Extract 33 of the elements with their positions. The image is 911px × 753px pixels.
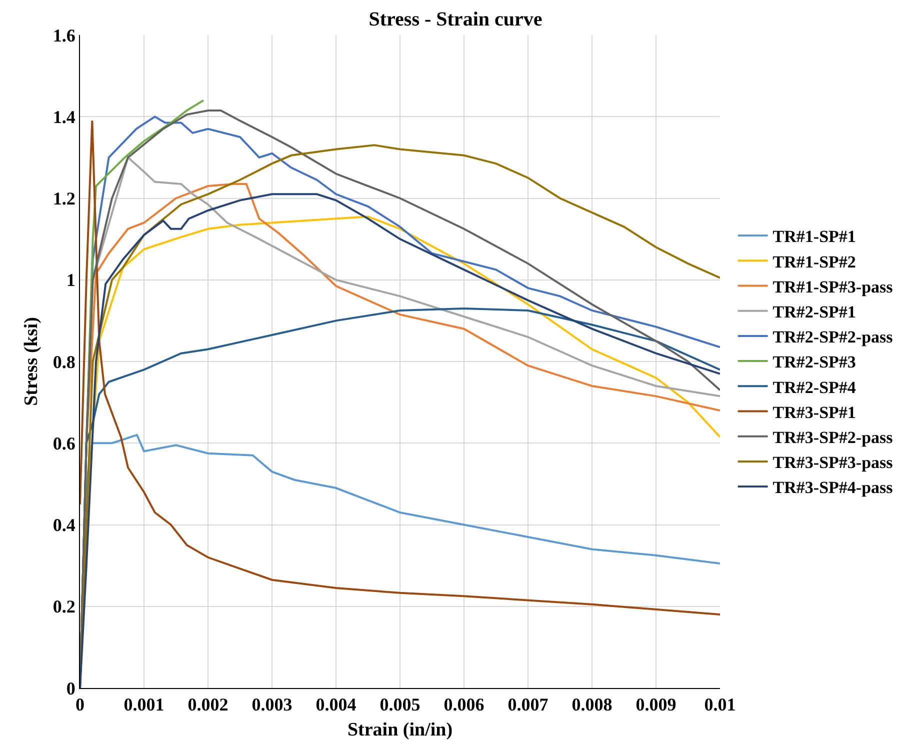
x-tick-label: 0.004	[316, 694, 356, 715]
y-tick-label: 0	[66, 678, 76, 698]
x-axis-title: Strain (in/in)	[347, 719, 453, 740]
y-tick-label: 0.8	[52, 352, 76, 372]
y-tick-label: 0.4	[52, 515, 76, 536]
legend-label: TR#2-SP#1	[772, 302, 856, 322]
y-tick-label: 1.6	[52, 25, 76, 46]
legend-label: TR#1-SP#3-pass	[772, 277, 894, 296]
legend-label: TR#1-SP#2	[772, 252, 856, 272]
x-tick-label: 0.005	[380, 694, 420, 715]
x-tick-label: 0.006	[444, 694, 484, 715]
y-tick-label: 0.6	[52, 433, 76, 454]
x-tick-label: 0.009	[636, 694, 676, 715]
y-axis-title: Stress (ksi)	[20, 317, 42, 406]
legend-label: TR#2-SP#2-pass	[772, 328, 894, 347]
legend-label: TR#3-SP#3-pass	[772, 453, 894, 472]
x-tick-label: 0.008	[572, 694, 612, 715]
legend-label: TR#3-SP#4-pass	[772, 478, 894, 498]
legend-label: TR#1-SP#1	[772, 227, 856, 246]
y-tick-label: 1.4	[52, 106, 76, 127]
x-tick-label: 0.007	[508, 694, 548, 715]
y-tick-label: 1	[66, 270, 76, 290]
y-tick-label: 1.2	[52, 188, 76, 209]
legend-label: TR#3-SP#1	[772, 402, 856, 422]
legend-label: TR#3-SP#2-pass	[772, 428, 894, 447]
legend-label: TR#2-SP#3	[772, 352, 856, 372]
y-tick-label: 0.2	[52, 596, 76, 617]
chart-title: Stress - Strain curve	[368, 8, 542, 30]
x-tick-label: 0.01	[704, 694, 736, 715]
x-tick-label: 0.002	[188, 694, 228, 715]
x-tick-label: 0.001	[124, 694, 164, 715]
x-tick-label: 0.003	[252, 694, 292, 715]
legend-label: TR#2-SP#4	[772, 378, 856, 397]
